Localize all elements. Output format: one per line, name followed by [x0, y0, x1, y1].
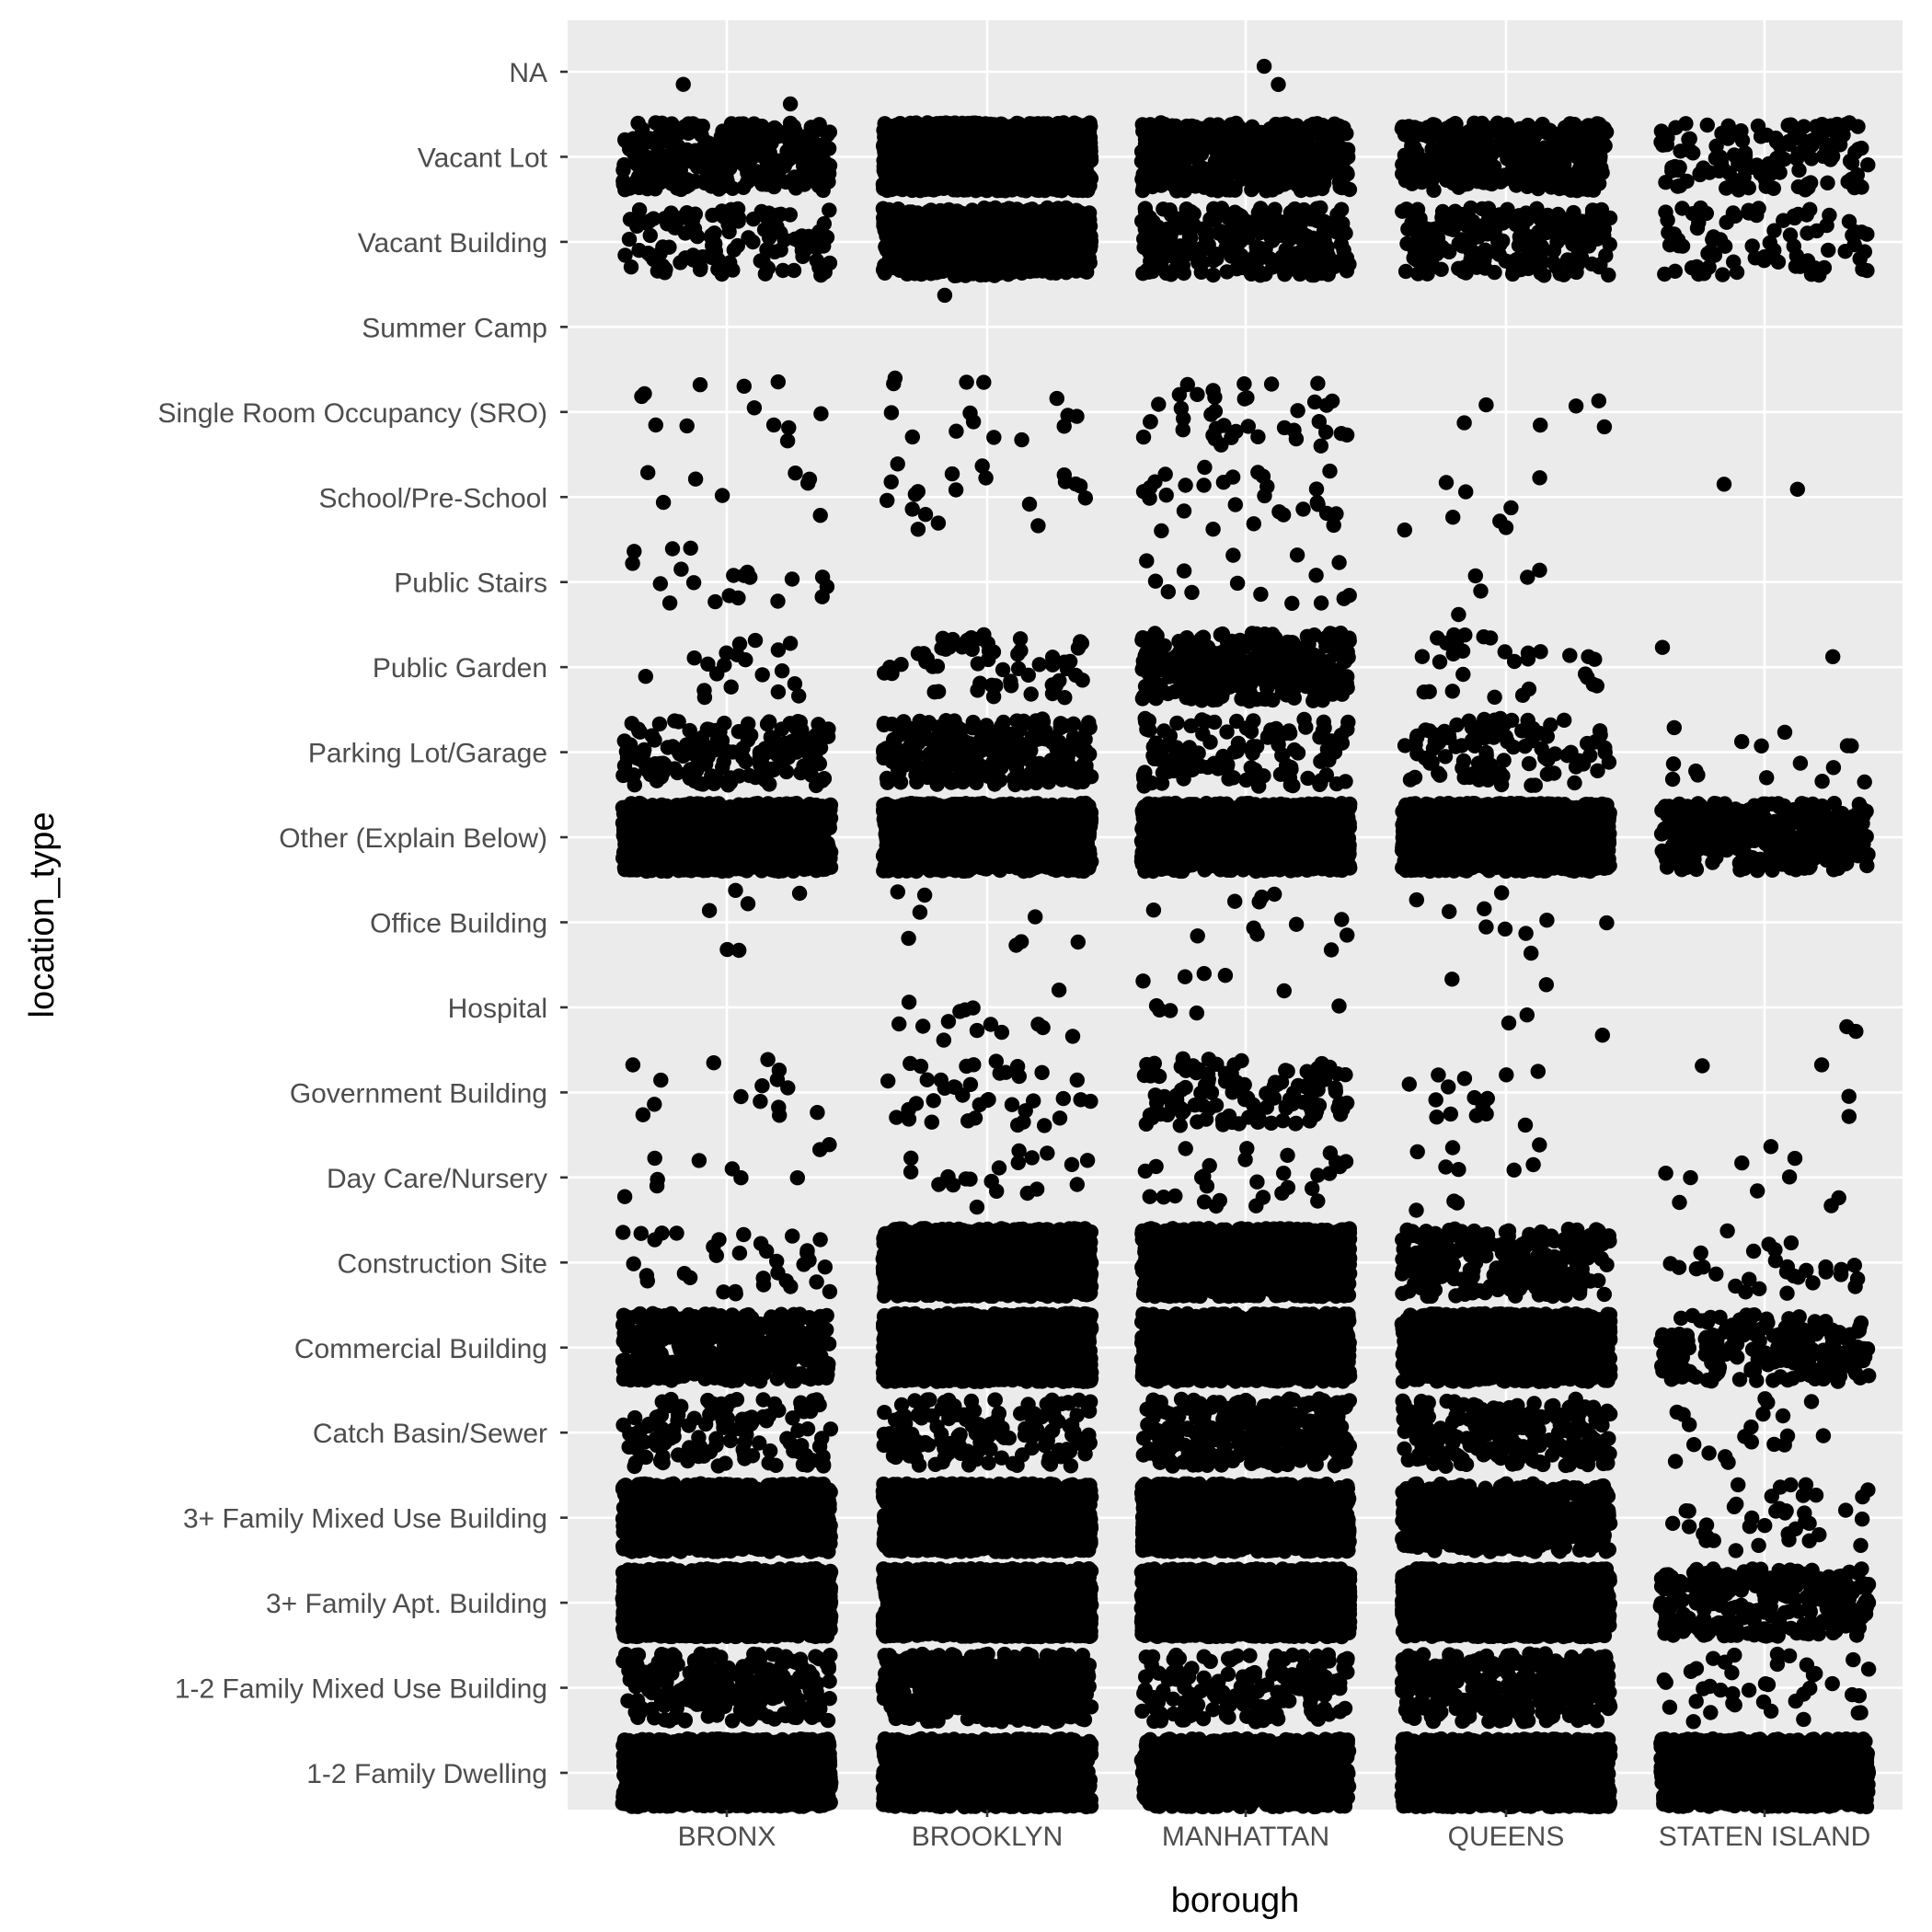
data-point	[727, 1765, 742, 1779]
data-point	[1010, 1748, 1025, 1763]
data-point	[662, 1755, 677, 1770]
data-point	[1159, 1732, 1174, 1747]
data-point	[696, 1799, 711, 1813]
data-point	[1254, 1750, 1269, 1765]
data-point	[1230, 1751, 1245, 1765]
data-point	[933, 1758, 948, 1773]
data-point	[817, 1787, 832, 1801]
data-point	[1141, 1774, 1156, 1788]
data-point	[982, 1764, 996, 1778]
data-point	[1338, 1799, 1352, 1813]
data-point	[754, 1738, 769, 1753]
data-point	[822, 1772, 836, 1787]
data-point	[1270, 1785, 1284, 1800]
data-point	[710, 1750, 725, 1765]
data-point	[1234, 1796, 1248, 1811]
data-point	[623, 1742, 638, 1756]
data-point	[806, 1736, 821, 1751]
data-point	[1317, 1764, 1331, 1778]
data-point	[1194, 1799, 1209, 1813]
data-point	[818, 1748, 833, 1763]
data-point	[1183, 1771, 1198, 1786]
data-point	[616, 1767, 631, 1782]
data-point	[1334, 1765, 1349, 1779]
data-point	[976, 1739, 991, 1754]
data-point	[1060, 1740, 1075, 1754]
data-point	[1259, 1766, 1274, 1781]
data-point	[1211, 1792, 1225, 1807]
data-point	[633, 1783, 648, 1798]
data-point	[995, 1782, 1010, 1797]
data-point	[738, 1751, 753, 1765]
data-point	[617, 1796, 632, 1811]
data-point	[660, 1742, 674, 1757]
data-point	[640, 1734, 655, 1749]
data-point	[1041, 1741, 1056, 1755]
data-point	[777, 1775, 792, 1789]
data-point	[693, 1752, 707, 1766]
data-point	[1077, 1752, 1092, 1766]
data-point	[1052, 1775, 1067, 1789]
data-point	[1310, 1785, 1325, 1800]
data-point	[1265, 1800, 1280, 1814]
data-point	[1310, 1743, 1325, 1758]
data-point	[1328, 1737, 1343, 1752]
data-point	[1270, 1750, 1284, 1765]
data-point	[1284, 1743, 1299, 1758]
data-point	[1073, 1798, 1087, 1812]
data-point	[773, 1735, 788, 1750]
data-point	[730, 1795, 744, 1810]
data-point	[1174, 1733, 1189, 1748]
data-point	[695, 1736, 709, 1751]
data-point	[891, 1735, 905, 1750]
data-point	[649, 1754, 663, 1768]
data-point	[1169, 1787, 1184, 1801]
data-point	[792, 1749, 807, 1764]
data-point	[1210, 1778, 1225, 1793]
data-point	[1019, 1780, 1034, 1795]
data-point	[890, 1774, 904, 1788]
data-point	[944, 1747, 959, 1762]
data-point	[1306, 1798, 1321, 1812]
data-point	[629, 1759, 644, 1774]
data-point	[974, 1783, 989, 1798]
data-point	[1017, 1800, 1031, 1814]
data-point	[676, 1792, 691, 1807]
data-point	[1058, 1788, 1073, 1803]
data-point	[1147, 1745, 1162, 1760]
data-point	[660, 1791, 674, 1806]
data-point	[946, 1776, 960, 1790]
data-point	[753, 1785, 767, 1800]
data-point	[801, 1780, 816, 1795]
data-point	[926, 1735, 941, 1750]
data-point	[918, 1758, 933, 1773]
data-point	[880, 1746, 895, 1761]
data-point	[1038, 1755, 1052, 1770]
data-point	[1202, 1738, 1217, 1753]
data-point	[768, 1760, 783, 1775]
data-point	[1141, 1788, 1156, 1803]
data-point	[1202, 1763, 1217, 1777]
data-point	[881, 1798, 896, 1812]
data-point	[777, 1792, 792, 1807]
data-point	[917, 1787, 932, 1801]
data-point	[1032, 1787, 1047, 1801]
data-point	[1000, 1764, 1015, 1778]
